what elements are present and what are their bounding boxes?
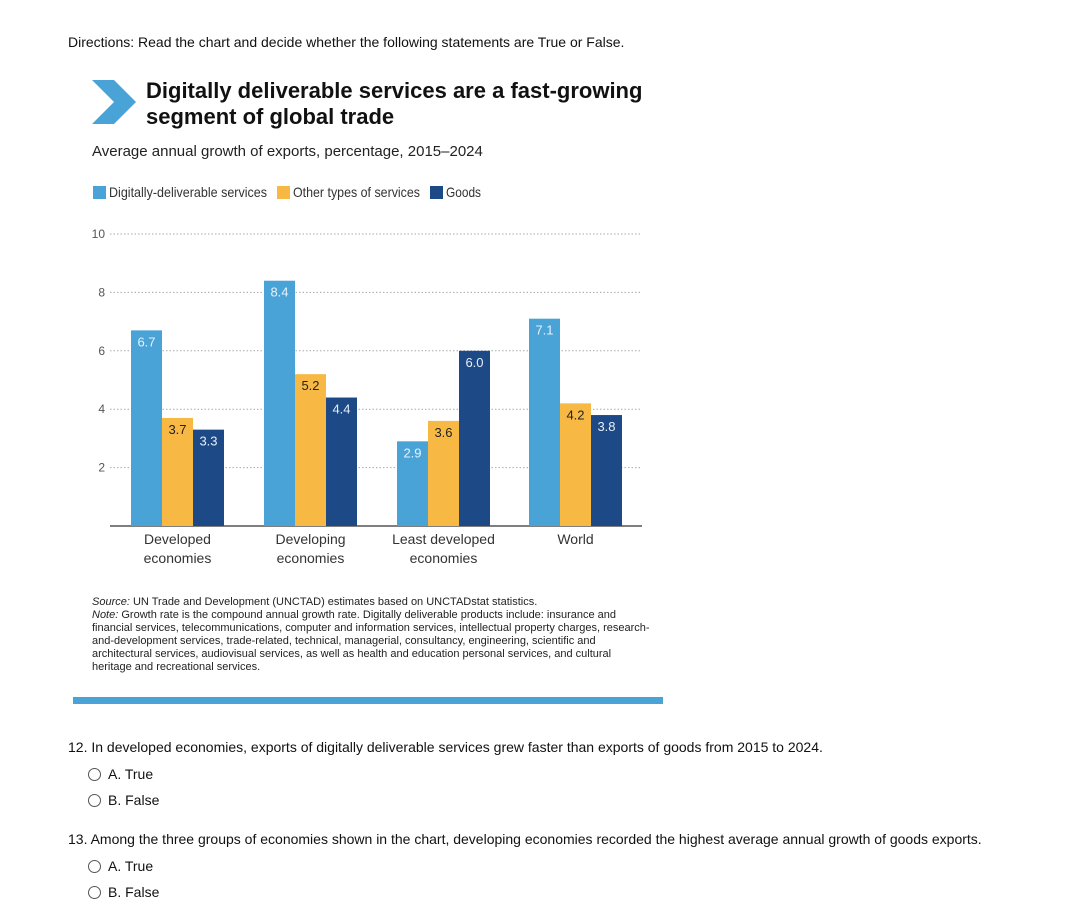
bar	[264, 280, 295, 526]
bar	[326, 397, 357, 526]
bar	[397, 441, 428, 526]
source-label: Source:	[92, 596, 130, 608]
question-12: 12. In developed economies, exports of d…	[68, 739, 823, 755]
bar	[162, 417, 193, 526]
bar	[295, 374, 326, 526]
y-tick-label: 10	[92, 227, 106, 241]
x-category-label: Least developed	[392, 531, 495, 547]
q13-option-a[interactable]: A. True	[88, 858, 153, 874]
y-tick-label: 8	[98, 285, 105, 299]
x-category-label: Developed	[144, 531, 211, 547]
bar-value-label: 2.9	[403, 445, 421, 460]
chart-title-line1: Digitally deliverable services are a fas…	[146, 78, 643, 103]
y-tick-label: 6	[98, 344, 105, 358]
legend-label: Digitally-deliverable services	[109, 184, 267, 200]
bar-value-label: 4.4	[332, 402, 350, 417]
q13-option-b[interactable]: B. False	[88, 884, 159, 900]
bar-chart: Digitally-deliverable services Other type…	[92, 184, 642, 566]
y-tick-label: 2	[98, 461, 105, 475]
legend-label: Goods	[446, 184, 481, 200]
q12-option-b[interactable]: B. False	[88, 792, 159, 808]
option-label: B. False	[108, 792, 160, 808]
note-text: Growth rate is the compound annual growt…	[92, 609, 650, 673]
bar-value-label: 4.2	[566, 407, 584, 422]
radio-button[interactable]	[88, 859, 101, 873]
legend-swatch	[430, 186, 443, 199]
bar-value-label: 3.6	[434, 425, 452, 440]
bar	[193, 429, 224, 526]
option-label: A. True	[108, 766, 154, 782]
y-tick-label: 4	[98, 402, 105, 416]
bar	[131, 330, 162, 526]
radio-button[interactable]	[88, 885, 101, 899]
legend-swatch	[277, 186, 290, 199]
bar-value-label: 8.4	[270, 285, 288, 300]
bar-value-label: 6.7	[137, 334, 155, 349]
bar-value-label: 5.2	[301, 378, 319, 393]
q12-option-a[interactable]: A. True	[88, 766, 153, 782]
source-text: UN Trade and Development (UNCTAD) estima…	[129, 596, 538, 608]
legend-swatch	[93, 186, 106, 199]
legend-label: Other types of services	[293, 184, 420, 200]
x-category-label: economies	[410, 550, 478, 566]
chevron-icon	[92, 80, 136, 124]
bar-value-label: 3.8	[597, 419, 615, 434]
x-category-label: World	[557, 531, 593, 547]
divider-bar	[73, 697, 663, 704]
chart-title: Digitally deliverable services are a fas…	[146, 78, 666, 130]
bar	[560, 403, 591, 526]
bar	[591, 415, 622, 526]
radio-button[interactable]	[88, 793, 101, 807]
radio-button[interactable]	[88, 767, 101, 781]
chart-title-line2: segment of global trade	[146, 104, 395, 129]
bar-value-label: 6.0	[465, 355, 483, 370]
note-label: Note:	[92, 609, 119, 621]
bar-value-label: 3.3	[199, 434, 217, 449]
x-category-label: economies	[277, 550, 345, 566]
option-label: A. True	[108, 858, 154, 874]
bar-value-label: 7.1	[535, 323, 553, 338]
chart-subtitle: Average annual growth of exports, percen…	[92, 143, 483, 160]
option-label: B. False	[108, 884, 160, 900]
source-note: Source: UN Trade and Development (UNCTAD…	[92, 596, 652, 674]
question-13: 13. Among the three groups of economies …	[68, 831, 982, 847]
bar	[428, 420, 459, 526]
bar	[459, 350, 490, 526]
x-category-label: economies	[144, 550, 212, 566]
x-category-label: Developing	[275, 531, 345, 547]
directions-text: Directions: Read the chart and decide wh…	[68, 34, 625, 50]
bar-value-label: 3.7	[168, 422, 186, 437]
bar	[529, 318, 560, 526]
